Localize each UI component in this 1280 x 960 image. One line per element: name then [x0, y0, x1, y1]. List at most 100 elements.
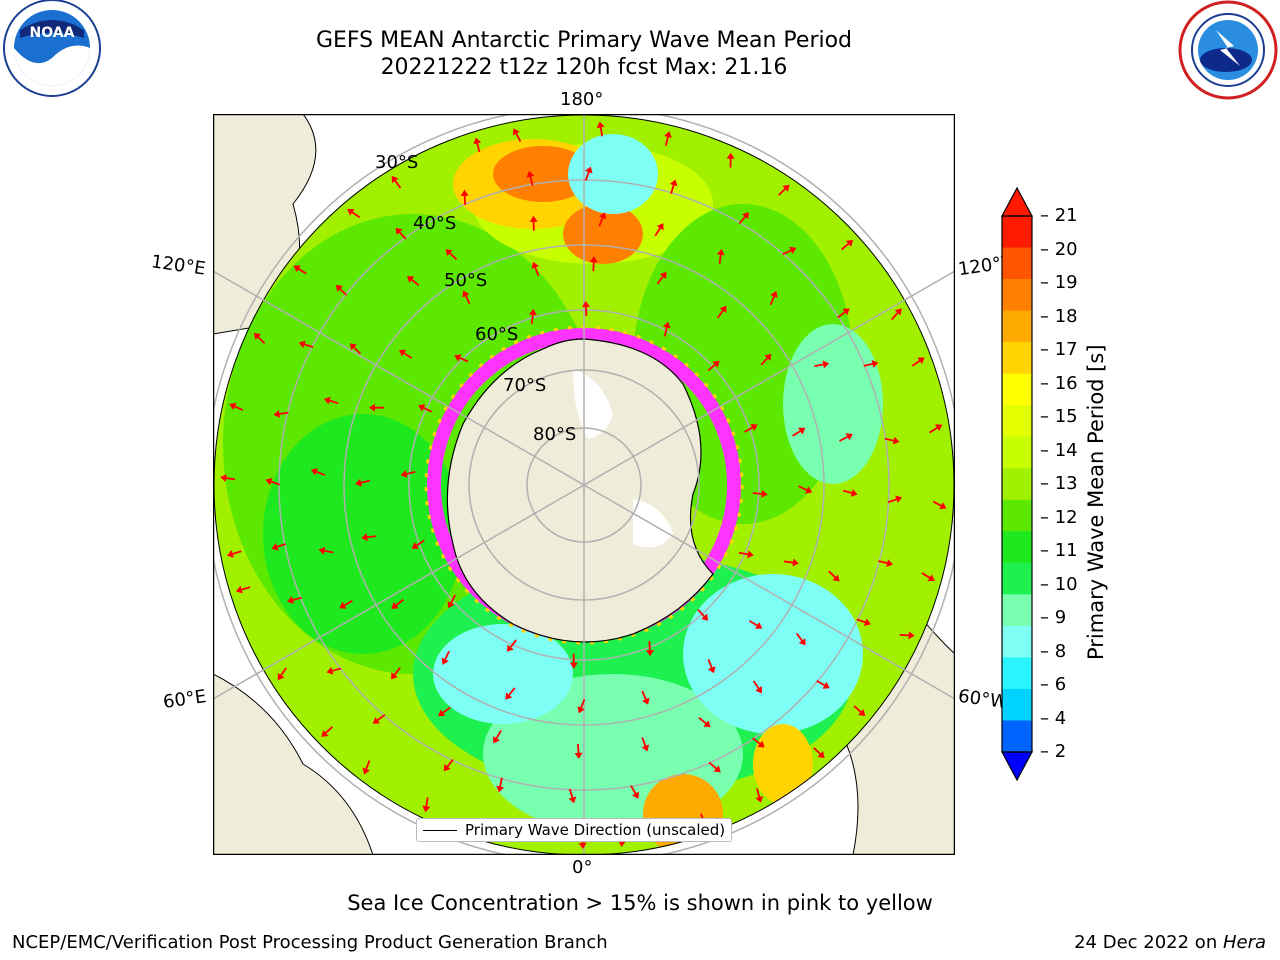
- wave-arrow-icon: [641, 737, 650, 752]
- wave-arrow-icon: [884, 436, 900, 445]
- wave-arrow-icon: [287, 596, 302, 604]
- wave-arrow-icon: [395, 227, 407, 240]
- wave-arrow-icon: [335, 284, 348, 296]
- footer-date: 24 Dec 2022 on Hera: [1074, 932, 1266, 953]
- wave-arrow-icon: [707, 360, 720, 372]
- wave-arrow-icon: [390, 667, 401, 680]
- colorbar: [1000, 186, 1034, 782]
- wave-arrow-icon: [738, 212, 749, 225]
- colorbar-segment: [1002, 499, 1032, 532]
- wave-arrow-icon: [921, 572, 935, 582]
- wave-arrow-icon: [569, 653, 578, 669]
- wave-arrow-icon: [323, 396, 339, 405]
- colorbar-tick-label: – 20: [1040, 238, 1078, 260]
- lat-label-80s: 80°S: [533, 424, 577, 445]
- wave-arrow-icon: [339, 600, 353, 609]
- wave-arrow-icon: [361, 533, 377, 542]
- wave-arrow-icon: [932, 500, 947, 510]
- wave-arrow-icon: [813, 747, 825, 759]
- colorbar-title: Primary Wave Mean Period [s]: [1084, 344, 1108, 660]
- colorbar-tick-label: – 17: [1040, 339, 1078, 360]
- colorbar-tick-label: – 9: [1040, 607, 1067, 628]
- colorbar-tick-label: – 12: [1040, 506, 1078, 528]
- colorbar-tick-label: – 15: [1040, 406, 1078, 427]
- wave-arrow-icon: [697, 609, 709, 621]
- wave-arrow-icon: [447, 594, 456, 609]
- colorbar-tick-label: – 14: [1040, 439, 1078, 461]
- wave-arrow-icon: [253, 332, 266, 345]
- wave-arrow-icon: [778, 184, 790, 196]
- wave-arrow-icon: [656, 271, 667, 285]
- wave-arrow-icon: [529, 215, 538, 231]
- wave-arrow-icon: [738, 550, 754, 559]
- graticule: [213, 114, 955, 855]
- colorbar-tick-label: – 2: [1040, 741, 1067, 762]
- wave-arrow-icon: [400, 469, 416, 478]
- wave-arrow-icon: [574, 743, 583, 759]
- polar-map: [213, 114, 955, 855]
- wave-arrow-icon: [795, 632, 806, 646]
- lat-label-30s: 30°S: [375, 152, 419, 173]
- wave-arrow-icon: [235, 585, 251, 594]
- wave-arrow-icon: [391, 599, 404, 609]
- colorbar-segment: [1002, 247, 1032, 280]
- sea-ice-caption: Sea Ice Concentration > 15% is shown in …: [347, 891, 933, 915]
- colorbar-tick-label: – 8: [1040, 640, 1067, 662]
- wave-arrow-icon: [744, 424, 758, 433]
- wave-arrow-icon: [707, 658, 716, 674]
- wave-arrow-icon: [512, 128, 522, 142]
- wave-arrow-icon: [641, 690, 650, 705]
- colorbar-tick-label: – 6: [1040, 674, 1067, 695]
- wave-arrow-icon: [391, 175, 402, 189]
- wave-arrow-icon: [814, 360, 830, 369]
- wave-arrow-icon: [277, 667, 287, 681]
- wave-arrow-icon: [752, 489, 768, 498]
- wave-arrow-icon: [362, 760, 371, 775]
- colorbar-segment: [1002, 657, 1032, 690]
- colorbar-segment: [1002, 279, 1032, 312]
- wave-arrow-icon: [349, 343, 362, 355]
- wave-arrow-icon: [752, 737, 765, 748]
- lat-label-60s: 60°S: [475, 324, 519, 345]
- colorbar-segment: [1002, 436, 1032, 469]
- wave-arrow-icon: [526, 170, 535, 186]
- colorbar-segment: [1002, 625, 1032, 658]
- wave-arrow-icon: [645, 641, 654, 657]
- wave-arrow-icon: [716, 248, 725, 264]
- colorbar-tick-label: – 19: [1040, 272, 1078, 293]
- wave-arrow-icon: [372, 714, 386, 724]
- wave-arrow-icon: [748, 620, 763, 629]
- lat-label-50s: 50°S: [444, 270, 488, 291]
- colorbar-segment: [1002, 342, 1032, 375]
- wave-arrow-icon: [568, 788, 577, 804]
- legend-line-icon: [423, 829, 457, 831]
- wave-arrow-icon: [863, 360, 879, 368]
- wave-arrow-icon: [445, 249, 458, 260]
- wave-arrow-icon: [460, 189, 469, 205]
- wave-arrow-icon: [220, 474, 236, 482]
- colorbar-segment: [1002, 373, 1032, 406]
- wave-arrow-icon: [596, 121, 605, 137]
- wave-arrow-icon: [326, 666, 342, 675]
- map-legend: Primary Wave Direction (unscaled): [416, 818, 733, 842]
- wave-arrow-icon: [899, 631, 915, 640]
- colorbar-segment: [1002, 468, 1032, 501]
- noaa-logo-icon: NOAA: [3, 0, 101, 97]
- wave-arrow-icon: [493, 730, 502, 744]
- wave-arrow-icon: [654, 223, 664, 237]
- svg-text:NOAA: NOAA: [30, 25, 75, 41]
- wave-arrow-icon: [462, 290, 471, 305]
- colorbar-tick-label: – 18: [1040, 305, 1078, 327]
- wave-arrow-icon: [229, 402, 244, 412]
- wave-arrow-icon: [355, 478, 371, 487]
- wave-arrow-icon: [298, 340, 314, 349]
- legend-label: Primary Wave Direction (unscaled): [465, 821, 726, 839]
- colorbar-tick-label: – 16: [1040, 372, 1078, 394]
- wave-arrow-icon: [878, 559, 893, 568]
- wave-arrow-icon: [398, 349, 413, 359]
- wave-arrow-icon: [630, 785, 639, 799]
- wave-arrow-icon: [505, 687, 516, 700]
- wave-arrow-icon: [716, 305, 727, 319]
- wave-arrow-icon: [438, 706, 451, 717]
- wave-arrow-icon: [842, 489, 858, 497]
